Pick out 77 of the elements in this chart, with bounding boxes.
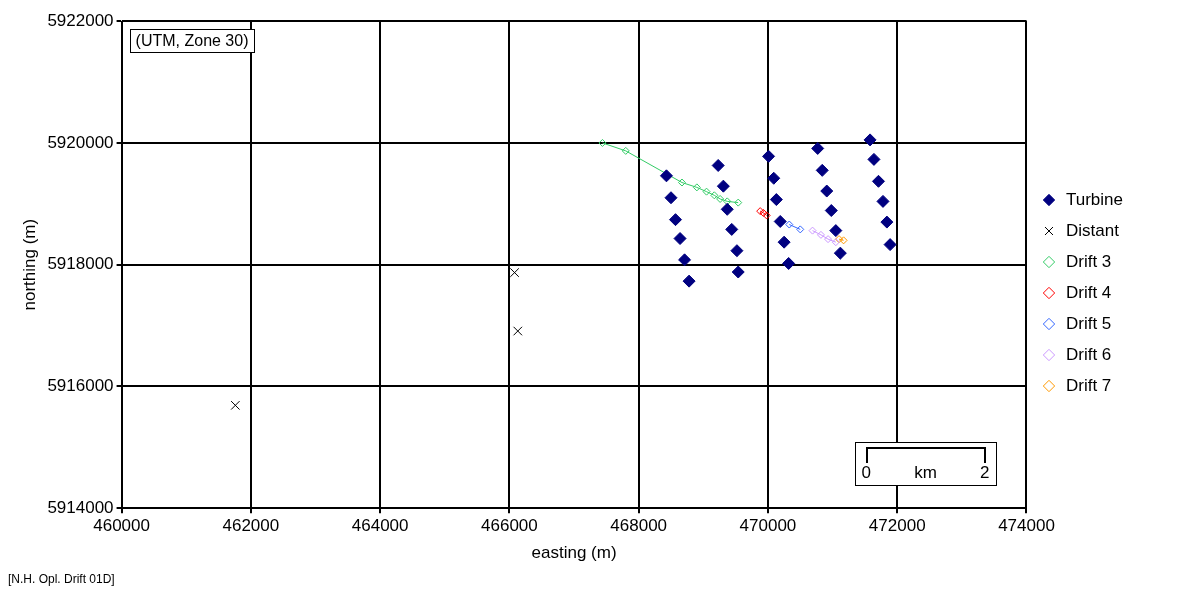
point (782, 256, 796, 270)
point (811, 141, 825, 155)
point (509, 267, 520, 278)
point (867, 152, 881, 166)
point (796, 225, 805, 234)
x-tick-label: 462000 (222, 516, 280, 536)
annotation: 0 (861, 463, 871, 484)
point (824, 235, 833, 244)
text: [N.H. Opl. Drift 01D] (8, 572, 116, 586)
point (808, 226, 817, 235)
point (785, 220, 794, 229)
x-tick-label: 466000 (481, 516, 538, 536)
y-tick-label: 5922000 (47, 10, 114, 30)
point (863, 133, 877, 147)
point (762, 211, 771, 220)
point (677, 178, 686, 187)
point (716, 194, 725, 203)
point (820, 184, 834, 198)
x-tick-label: 474000 (998, 516, 1055, 536)
point (839, 236, 848, 245)
point (678, 253, 692, 267)
x-axis-title: easting (m) (531, 543, 617, 563)
legend-label: Drift 7 (1065, 375, 1112, 395)
point (734, 198, 743, 207)
legend-label: Drift 5 (1065, 313, 1112, 333)
point (777, 235, 791, 249)
point (880, 215, 894, 229)
point (831, 238, 840, 247)
point (767, 171, 781, 185)
point (723, 197, 732, 206)
y-tick-label: 5914000 (47, 497, 114, 517)
legend-label: Drift 3 (1065, 251, 1112, 271)
point (513, 326, 523, 336)
y-tick-label: 5918000 (47, 254, 114, 274)
point (710, 191, 719, 200)
x-tick-label: 460000 (93, 516, 150, 536)
point (876, 194, 890, 208)
point (230, 400, 241, 411)
point (730, 244, 744, 258)
point (664, 191, 678, 205)
point (669, 213, 683, 227)
point (769, 193, 783, 207)
x-tick-label: 472000 (868, 516, 926, 536)
legend-label: Drift 4 (1065, 282, 1112, 302)
x-tick-label: 470000 (739, 516, 797, 536)
legend-label: Distant (1065, 220, 1120, 240)
x-tick-label: 464000 (351, 516, 409, 536)
point (716, 179, 730, 193)
point (692, 183, 701, 192)
annotation: km (914, 463, 937, 484)
point (711, 158, 725, 172)
point (598, 138, 607, 147)
legend-label: Drift 6 (1065, 344, 1112, 364)
point (815, 163, 829, 177)
y-tick-label: 5920000 (47, 132, 114, 152)
point (702, 187, 711, 196)
point (682, 274, 696, 288)
legend-label: Turbine (1065, 189, 1124, 209)
point (762, 149, 776, 163)
annotation: 2 (980, 463, 990, 484)
point (871, 174, 885, 188)
point (773, 214, 787, 228)
y-tick-label: 5916000 (47, 376, 114, 396)
point (720, 202, 734, 216)
point (824, 204, 838, 218)
point (725, 222, 739, 236)
point (659, 169, 673, 183)
point (816, 230, 825, 239)
point (833, 246, 847, 260)
point (673, 232, 687, 246)
annotation: (UTM, Zone 30) (129, 29, 255, 54)
point (829, 224, 843, 238)
x-tick-label: 468000 (610, 516, 668, 536)
point (883, 238, 897, 252)
y-axis-title: northing (m) (19, 218, 39, 311)
point (621, 146, 630, 155)
point (731, 265, 745, 279)
